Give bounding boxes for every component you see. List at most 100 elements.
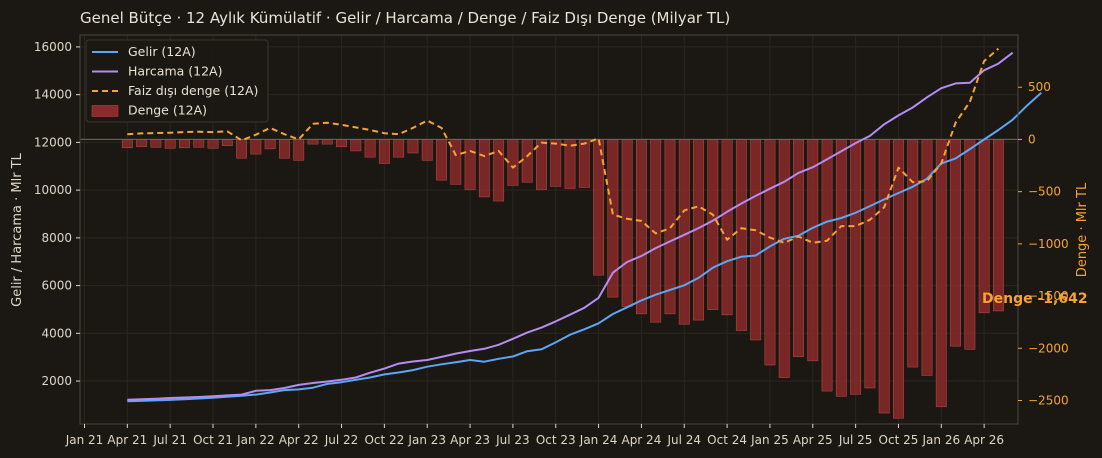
- series-line-2: [127, 47, 1000, 244]
- y2-tick-label: −2500: [1028, 394, 1069, 408]
- denge-bar: [635, 139, 647, 315]
- x-tick-label: Jan 25: [750, 433, 789, 447]
- denge-bar: [550, 139, 562, 187]
- denge-bars: [121, 139, 1004, 419]
- denge-bar: [721, 139, 733, 316]
- denge-bar: [778, 139, 790, 378]
- denge-bar: [436, 139, 447, 181]
- series-lines: [127, 47, 1042, 403]
- denge-bar: [336, 139, 347, 148]
- y2-axis-label: Denge · Mlr TL: [1075, 182, 1090, 277]
- y2-tick-label: −2000: [1028, 341, 1069, 355]
- x-tick-label: Oct 24: [707, 433, 747, 447]
- denge-bar: [150, 139, 162, 148]
- y-axis-right: 500 0 −500 −1000 −1500 −2000 −2500: [1018, 80, 1069, 408]
- x-tick-label: Oct 23: [536, 433, 576, 447]
- denge-bar: [707, 139, 719, 310]
- x-tick-label: Oct 25: [879, 433, 919, 447]
- x-tick-label: Jul 25: [838, 433, 873, 447]
- series-line-1: [127, 51, 1014, 401]
- denge-bar: [764, 139, 776, 366]
- legend-label: Gelir (12A): [128, 44, 196, 59]
- denge-bar: [207, 139, 219, 149]
- legend-swatch: [91, 105, 119, 117]
- x-tick-label: Apr 23: [450, 433, 490, 447]
- plot-frame: [79, 34, 1019, 425]
- denge-bar: [564, 139, 576, 189]
- denge-bar: [521, 139, 533, 183]
- denge-bar: [350, 139, 362, 152]
- denge-bar: [850, 139, 862, 395]
- x-axis: Jan 21 Apr 21 Jul 21 Oct 21 Jan 22 Apr 22 Jul …: [65, 424, 1004, 447]
- series-line-0: [127, 92, 1042, 403]
- x-tick-label: Apr 21: [107, 433, 147, 447]
- denge-bar: [364, 139, 376, 158]
- y-tick-label: 4000: [41, 326, 72, 340]
- y2-tick-label: 0: [1028, 132, 1036, 146]
- x-tick-label: Apr 22: [279, 433, 319, 447]
- x-tick-label: Jul 23: [495, 433, 530, 447]
- x-tick-label: Jan 21: [65, 433, 104, 447]
- legend-label: Denge (12A): [128, 103, 207, 118]
- denge-bar: [578, 139, 590, 188]
- legend-label: Harcama (12A): [128, 64, 222, 79]
- y-tick-label: 6000: [41, 279, 72, 293]
- x-tick-label: Jan 26: [922, 433, 961, 447]
- denge-bar: [992, 139, 1004, 312]
- denge-bar: [236, 139, 248, 159]
- y-axis-label: Gelir / Harcama · Mlr TL: [10, 152, 25, 306]
- denge-bar: [507, 139, 519, 186]
- legend-label: Faiz dışı denge (12A): [128, 83, 258, 98]
- legend-box: [85, 39, 269, 123]
- denge-bar: [193, 139, 205, 148]
- y-axis-left: 2000 4000 6000 8000 10000 12000 14000 16000: [34, 40, 80, 388]
- denge-bar: [478, 139, 490, 198]
- y-tick-label: 10000: [34, 183, 72, 197]
- denge-bar: [421, 139, 433, 161]
- denge-bar: [293, 139, 305, 161]
- x-tick-label: Apr 24: [621, 433, 661, 447]
- x-tick-label: Jan 22: [236, 433, 275, 447]
- denge-bar: [264, 139, 276, 150]
- denge-bar: [978, 139, 990, 314]
- y2-tick-label: −1000: [1028, 237, 1069, 251]
- chart-title: Genel Bütçe · 12 Aylık Kümülatif · Gelir…: [80, 9, 730, 27]
- denge-bar: [278, 139, 290, 159]
- x-tick-label: Jul 21: [152, 433, 187, 447]
- denge-bar: [307, 139, 319, 145]
- denge-bar: [750, 139, 762, 341]
- y2-tick-label: 500: [1028, 80, 1051, 94]
- denge-bar: [221, 139, 233, 146]
- y-tick-label: 8000: [41, 231, 72, 245]
- y2-tick-label: −1500: [1028, 289, 1069, 303]
- y-tick-label: 12000: [34, 135, 72, 149]
- denge-bar: [935, 139, 947, 408]
- x-tick-label: Jul 24: [666, 433, 701, 447]
- y2-tick-label: −500: [1028, 185, 1061, 199]
- legend: Gelir (12A) Harcama (12A) Faiz dışı denge …: [85, 39, 269, 123]
- denge-bar: [735, 139, 747, 331]
- denge-bar: [878, 139, 890, 414]
- denge-bar: [378, 139, 390, 164]
- y-tick-label: 14000: [34, 88, 72, 102]
- denge-bar: [835, 139, 847, 397]
- denge-bar: [678, 139, 690, 325]
- denge-bar: [621, 139, 633, 307]
- y-tick-label: 2000: [41, 374, 72, 388]
- denge-bar: [893, 139, 904, 419]
- denge-bar: [864, 139, 876, 389]
- denge-bar: [179, 139, 190, 149]
- denge-bar: [393, 139, 405, 158]
- y-tick-label: 16000: [34, 40, 72, 54]
- x-tick-label: Apr 26: [964, 433, 1004, 447]
- denge-annotation: Denge -1,642: [982, 291, 1088, 307]
- x-tick-label: Jul 22: [324, 433, 359, 447]
- denge-bar: [907, 139, 919, 368]
- x-tick-label: Apr 25: [793, 433, 833, 447]
- x-tick-label: Oct 21: [193, 433, 233, 447]
- denge-bar: [807, 139, 819, 362]
- x-tick-label: Oct 22: [364, 433, 404, 447]
- x-tick-label: Jan 23: [407, 433, 446, 447]
- denge-bar: [136, 139, 148, 148]
- denge-bar: [164, 139, 176, 149]
